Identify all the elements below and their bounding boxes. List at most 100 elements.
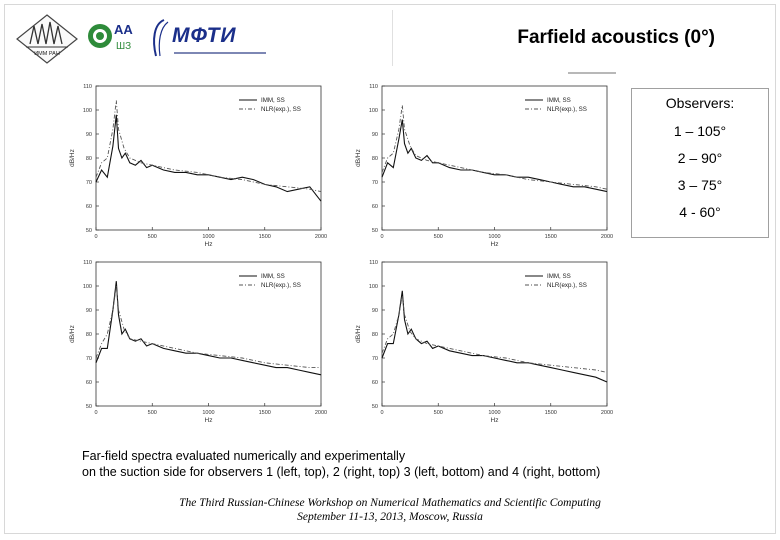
legend-label: NLR(exp.), SS xyxy=(547,106,587,113)
x-tick-label: 2000 xyxy=(315,410,327,416)
mipt-logo: МФТИ xyxy=(150,16,280,65)
y-tick-label: 50 xyxy=(86,404,92,410)
imm-ras-logo-text: ИММ РАН xyxy=(34,51,60,57)
series-line-imm xyxy=(381,119,608,193)
y-tick-label: 60 xyxy=(86,204,92,210)
x-tick-label: 500 xyxy=(148,410,157,416)
legend-label: NLR(exp.), SS xyxy=(261,282,301,289)
y-tick-label: 60 xyxy=(372,380,378,386)
x-tick-label: 1500 xyxy=(545,234,557,240)
spectrum-chart-observer-4: 0 500 1000 1500 2000 50 60 70 80 90 100 110 Hz dB/Hz I… xyxy=(350,256,620,431)
y-tick-label: 50 xyxy=(86,228,92,234)
y-tick-label: 100 xyxy=(369,108,378,114)
x-tick-label: 1000 xyxy=(488,410,500,416)
footer-line-1: The Third Russian-Chinese Workshop on Nu… xyxy=(179,497,601,509)
y-tick-label: 90 xyxy=(86,132,92,138)
legend-label: NLR(exp.), SS xyxy=(261,106,301,113)
legend-label: IMM, SS xyxy=(261,97,285,104)
x-tick-label: 500 xyxy=(434,410,443,416)
x-axis-label: Hz xyxy=(205,241,213,248)
y-tick-label: 50 xyxy=(372,404,378,410)
x-tick-label: 2000 xyxy=(601,234,613,240)
y-tick-label: 80 xyxy=(372,332,378,338)
title-box: Farfield acoustics (0°) xyxy=(392,10,765,66)
spectrum-chart-observer-1: 0 500 1000 1500 2000 50 60 70 80 90 100 110 Hz dB/Hz I… xyxy=(64,80,334,255)
series-line-imm xyxy=(95,114,322,202)
mipt-logo-subline xyxy=(174,52,266,54)
y-tick-label: 70 xyxy=(86,180,92,186)
chart-svg: 0 500 1000 1500 2000 50 60 70 80 90 100 110 Hz dB/Hz I… xyxy=(69,84,327,248)
imm-ras-logo: ИММ РАН xyxy=(16,14,78,69)
x-tick-label: 500 xyxy=(148,234,157,240)
svg-text:ШЗ: ШЗ xyxy=(116,41,131,52)
chart-svg: 0 500 1000 1500 2000 50 60 70 80 90 100 110 Hz dB/Hz I… xyxy=(69,260,327,424)
y-tick-label: 90 xyxy=(372,308,378,314)
spectrum-chart-observer-3: 0 500 1000 1500 2000 50 60 70 80 90 100 110 Hz dB/Hz I… xyxy=(64,256,334,431)
y-tick-label: 70 xyxy=(372,356,378,362)
plot-frame xyxy=(381,85,608,231)
y-tick-label: 60 xyxy=(372,204,378,210)
x-tick-label: 1000 xyxy=(488,234,500,240)
observer-item-4: 4 - 60° xyxy=(679,204,721,220)
y-tick-label: 110 xyxy=(369,84,378,90)
observer-item-2: 2 – 90° xyxy=(677,150,723,166)
x-tick-label: 0 xyxy=(380,234,383,240)
decorative-line xyxy=(568,72,616,74)
y-axis-label: dB/Hz xyxy=(355,325,362,343)
series-line-nlr-exp xyxy=(95,100,322,193)
y-tick-label: 110 xyxy=(83,260,92,266)
aa-logo: АА ШЗ xyxy=(86,18,146,59)
x-tick-label: 1000 xyxy=(202,410,214,416)
slide-title: Farfield acoustics (0°) xyxy=(517,27,715,48)
mipt-logo-text: МФТИ xyxy=(172,24,237,47)
workshop-footer: The Third Russian-Chinese Workshop on Nu… xyxy=(0,496,780,524)
x-axis-label: Hz xyxy=(491,241,499,248)
plot-frame xyxy=(381,261,608,407)
y-tick-label: 50 xyxy=(372,228,378,234)
x-axis-label: Hz xyxy=(205,417,213,424)
y-tick-label: 110 xyxy=(369,260,378,266)
observers-heading: Observers: xyxy=(665,95,735,111)
legend-label: IMM, SS xyxy=(547,273,571,280)
x-tick-label: 0 xyxy=(380,410,383,416)
y-tick-label: 70 xyxy=(86,356,92,362)
x-tick-label: 500 xyxy=(434,234,443,240)
x-tick-label: 2000 xyxy=(601,410,613,416)
caption-line-2: on the suction side for observers 1 (lef… xyxy=(82,465,601,479)
x-tick-label: 0 xyxy=(94,410,97,416)
y-tick-label: 80 xyxy=(86,332,92,338)
spectrum-chart-observer-2: 0 500 1000 1500 2000 50 60 70 80 90 100 110 Hz dB/Hz I… xyxy=(350,80,620,255)
slide-frame xyxy=(4,4,776,534)
y-tick-label: 100 xyxy=(369,284,378,290)
x-tick-label: 2000 xyxy=(315,234,327,240)
x-tick-label: 1000 xyxy=(202,234,214,240)
observers-box: Observers: 1 – 105° 2 – 90° 3 – 75° 4 - … xyxy=(631,88,769,238)
x-axis-label: Hz xyxy=(491,417,499,424)
series-line-nlr-exp xyxy=(381,295,608,373)
y-tick-label: 80 xyxy=(372,156,378,162)
y-tick-label: 110 xyxy=(83,84,92,90)
footer-line-2: September 11-13, 2013, Moscow, Russia xyxy=(297,511,483,523)
caption-line-1: Far-field spectra evaluated numerically … xyxy=(82,449,406,463)
y-tick-label: 60 xyxy=(86,380,92,386)
legend-label: IMM, SS xyxy=(547,97,571,104)
x-tick-label: 1500 xyxy=(259,410,271,416)
chart-svg: 0 500 1000 1500 2000 50 60 70 80 90 100 110 Hz dB/Hz I… xyxy=(355,84,613,248)
x-tick-label: 1500 xyxy=(259,234,271,240)
y-tick-label: 90 xyxy=(372,132,378,138)
y-tick-label: 70 xyxy=(372,180,378,186)
plot-frame xyxy=(95,261,322,407)
y-tick-label: 100 xyxy=(83,284,92,290)
x-tick-label: 0 xyxy=(94,234,97,240)
y-tick-label: 90 xyxy=(86,308,92,314)
y-axis-label: dB/Hz xyxy=(355,149,362,167)
x-tick-label: 1500 xyxy=(545,410,557,416)
y-axis-label: dB/Hz xyxy=(69,325,76,343)
y-tick-label: 100 xyxy=(83,108,92,114)
series-line-nlr-exp xyxy=(95,285,321,369)
legend-label: IMM, SS xyxy=(261,273,285,280)
figure-caption: Far-field spectra evaluated numerically … xyxy=(82,448,600,480)
aa-logo-text: АА xyxy=(114,22,133,37)
legend-label: NLR(exp.), SS xyxy=(547,282,587,289)
observer-item-1: 1 – 105° xyxy=(673,123,727,139)
